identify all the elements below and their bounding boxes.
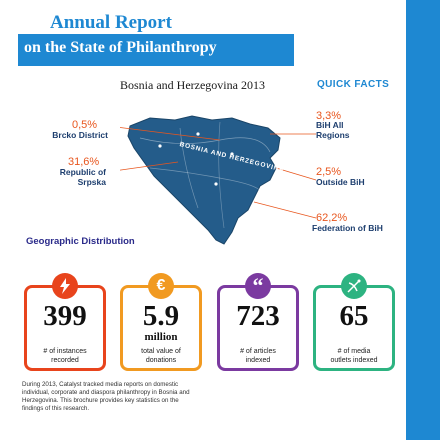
card-media-outlets-number: 65: [339, 300, 369, 332]
quick-facts-heading: QUICK FACTS: [317, 79, 390, 90]
card-donations-label: total value of donations: [141, 348, 181, 364]
stat-value-srpska: 31,6%: [68, 156, 100, 168]
stat-label-federation: Federation of BiH: [312, 223, 383, 233]
card-articles-label: # of articles indexed: [240, 348, 276, 364]
stat-value-brcko: 0,5%: [72, 119, 98, 131]
euro-icon: €: [148, 273, 174, 299]
stat-label-srpska: Republic of Srpska: [59, 167, 106, 187]
card-donations-number: 5.9: [142, 300, 180, 332]
right-accent-stripe: [406, 0, 440, 440]
stat-label-outside: Outside BiH: [316, 177, 365, 187]
card-instances-number: 399: [43, 300, 87, 332]
stat-label-brcko: Brcko District: [52, 130, 108, 140]
stat-value-federation: 62,2%: [316, 212, 348, 224]
card-articles-number: 723: [236, 300, 280, 332]
country-shape: [127, 115, 281, 245]
card-instances-label: # of instances recorded: [43, 348, 87, 364]
map-svg: [91, 115, 317, 248]
quote-icon: “: [245, 273, 271, 299]
satellite-dish-icon: [341, 273, 367, 299]
footer-description: During 2013, Catalyst tracked media repo…: [22, 381, 190, 412]
card-media-outlets-label: # of media outlets indexed: [330, 348, 378, 364]
stat-value-outside: 2,5%: [316, 166, 342, 178]
card-donations-sub: million: [144, 331, 178, 343]
title-banner: [18, 34, 294, 66]
stat-value-all-regions: 3,3%: [316, 110, 342, 122]
card-media-outlets: [313, 285, 395, 371]
lightning-icon: [52, 273, 78, 299]
report-subtitle: Bosnia and Herzegovina 2013: [120, 78, 265, 92]
geographic-distribution-label: Geographic Distribution: [26, 236, 135, 247]
country-map: [91, 108, 320, 258]
banner-text: on the State of Philanthropy: [24, 39, 217, 56]
stat-label-all-regions: BiH All Regions: [316, 120, 350, 140]
report-title: Annual Report: [50, 12, 172, 33]
